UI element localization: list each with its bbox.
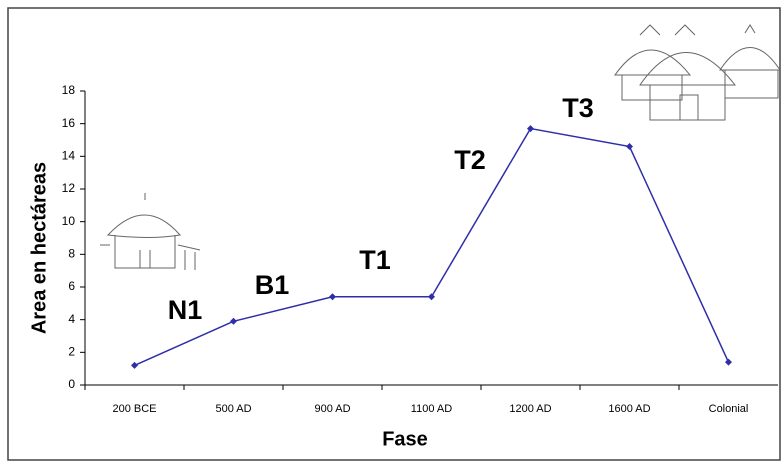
x-tick-label: 900 AD <box>314 403 350 415</box>
x-tick-label: 500 AD <box>215 403 251 415</box>
x-tick-label: 1100 AD <box>411 403 452 415</box>
annotation: B1 <box>255 270 290 300</box>
marker <box>428 293 435 301</box>
y-tick-label: 2 <box>68 345 75 359</box>
y-tick-label: 8 <box>68 247 75 261</box>
x-tick-label: Colonial <box>709 403 749 415</box>
marker <box>131 361 138 369</box>
x-tick-label: 200 BCE <box>112 403 156 415</box>
y-tick-label: 0 <box>68 377 75 391</box>
frame <box>7 7 781 461</box>
y-tick-label: 4 <box>68 312 75 326</box>
annotation: N1 <box>168 295 203 325</box>
marker <box>527 125 534 133</box>
hut-small <box>100 193 201 270</box>
hut-large <box>614 24 781 121</box>
annotation: T2 <box>454 145 486 175</box>
y-tick-label: 16 <box>62 116 76 130</box>
x-tick-label: 1200 AD <box>509 403 551 415</box>
marker <box>725 358 732 366</box>
x-axis-label: Fase <box>382 428 428 450</box>
annotation: T1 <box>359 245 391 275</box>
marker <box>626 143 633 151</box>
y-tick-label: 12 <box>62 181 76 195</box>
y-tick-label: 10 <box>62 214 76 228</box>
y-tick-label: 6 <box>68 279 75 293</box>
marker <box>329 293 336 301</box>
y-axis-label: Area en hectáreas <box>28 162 50 334</box>
y-tick-label: 18 <box>62 83 76 97</box>
x-tick-label: 1600 AD <box>608 403 650 415</box>
marker <box>230 317 237 325</box>
annotation: T3 <box>562 93 594 123</box>
y-tick-label: 14 <box>62 149 76 163</box>
